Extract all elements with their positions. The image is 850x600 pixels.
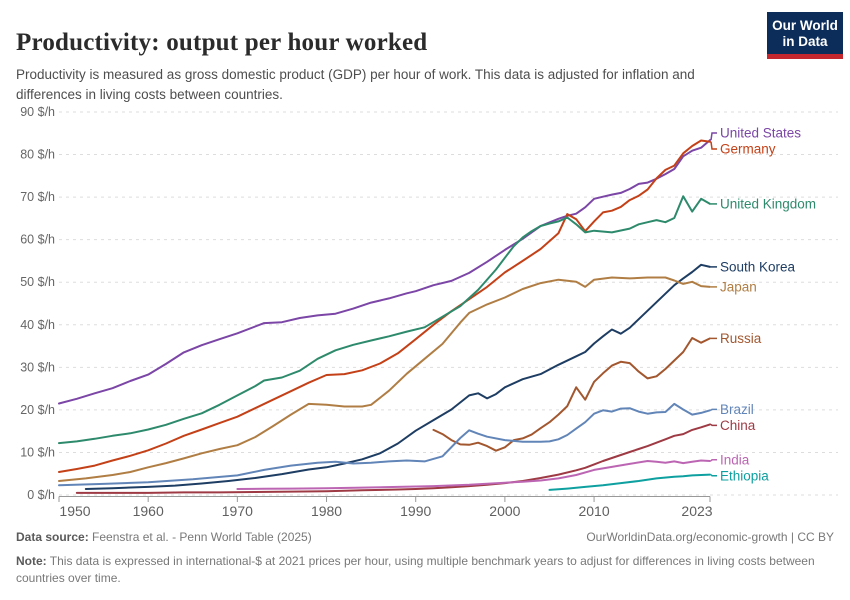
series-label-china[interactable]: China [720, 418, 756, 433]
ytick-label-60: 60 $/h [20, 233, 55, 247]
data-source: Data source: Feenstra et al. - Penn Worl… [16, 530, 312, 544]
series-label-south-korea[interactable]: South Korea [720, 259, 796, 274]
series-line-germany[interactable] [58, 139, 711, 473]
series-line-japan[interactable] [58, 276, 711, 482]
chart-note: Note: This data is expressed in internat… [16, 553, 834, 588]
ytick-label-90: 90 $/h [20, 105, 55, 119]
series-line-russia[interactable] [432, 337, 711, 452]
ytick-label-40: 40 $/h [20, 318, 55, 332]
xtick-label-1980: 1980 [311, 503, 342, 519]
label-connector-china [710, 423, 717, 427]
data-source-label: Data source: [16, 530, 89, 544]
xtick-label-1990: 1990 [400, 503, 431, 519]
label-connector-ethiopia [710, 474, 717, 477]
data-source-text: Feenstra et al. - Penn World Table (2025… [88, 530, 312, 544]
chart-note-label: Note: [16, 554, 47, 568]
chart-note-text: This data is expressed in international-… [16, 554, 815, 586]
page-title: Productivity: output per hour worked [16, 28, 428, 56]
series-label-india[interactable]: India [720, 452, 750, 467]
series-label-germany[interactable]: Germany [720, 141, 776, 156]
ytick-label-20: 20 $/h [20, 403, 55, 417]
series-line-india[interactable] [236, 459, 711, 490]
ytick-label-70: 70 $/h [20, 190, 55, 204]
ytick-label-0: 0 $/h [27, 488, 55, 502]
series-label-united-states[interactable]: United States [720, 125, 801, 140]
label-connector-germany [710, 141, 717, 150]
owid-logo-line1: Our World [772, 18, 838, 33]
xtick-label-2000: 2000 [489, 503, 520, 519]
owid-logo-line2: in Data [782, 34, 828, 49]
series-label-japan[interactable]: Japan [720, 279, 757, 294]
series-line-ethiopia[interactable] [548, 473, 711, 491]
label-connector-united-states [710, 132, 717, 141]
label-connector-brazil [710, 408, 717, 411]
series-line-united-states[interactable] [58, 139, 711, 405]
ytick-label-80: 80 $/h [20, 148, 55, 162]
xtick-label-1970: 1970 [222, 503, 253, 519]
xtick-label-2010: 2010 [578, 503, 609, 519]
series-line-brazil[interactable] [58, 402, 711, 487]
owid-logo[interactable]: Our World in Data [767, 12, 843, 59]
series-line-china[interactable] [75, 423, 711, 494]
ytick-label-50: 50 $/h [20, 275, 55, 289]
series-label-russia[interactable]: Russia [720, 331, 762, 346]
series-line-united-kingdom[interactable] [58, 195, 711, 445]
credit-link[interactable]: OurWorldinData.org/economic-growth | CC … [586, 530, 834, 544]
series-line-south-korea[interactable] [84, 263, 711, 490]
series-label-ethiopia[interactable]: Ethiopia [720, 468, 769, 483]
label-connector-india [710, 459, 717, 462]
series-label-brazil[interactable]: Brazil [720, 402, 754, 417]
xtick-label-2023: 2023 [681, 503, 712, 519]
ytick-label-10: 10 $/h [20, 445, 55, 459]
series-label-united-kingdom[interactable]: United Kingdom [720, 196, 816, 211]
xtick-label-1960: 1960 [133, 503, 164, 519]
ytick-label-30: 30 $/h [20, 360, 55, 374]
chart-subtitle: Productivity is measured as gross domest… [16, 66, 695, 102]
xtick-label-1950: 1950 [59, 503, 90, 519]
chart-footer: Data source: Feenstra et al. - Penn Worl… [16, 530, 834, 588]
